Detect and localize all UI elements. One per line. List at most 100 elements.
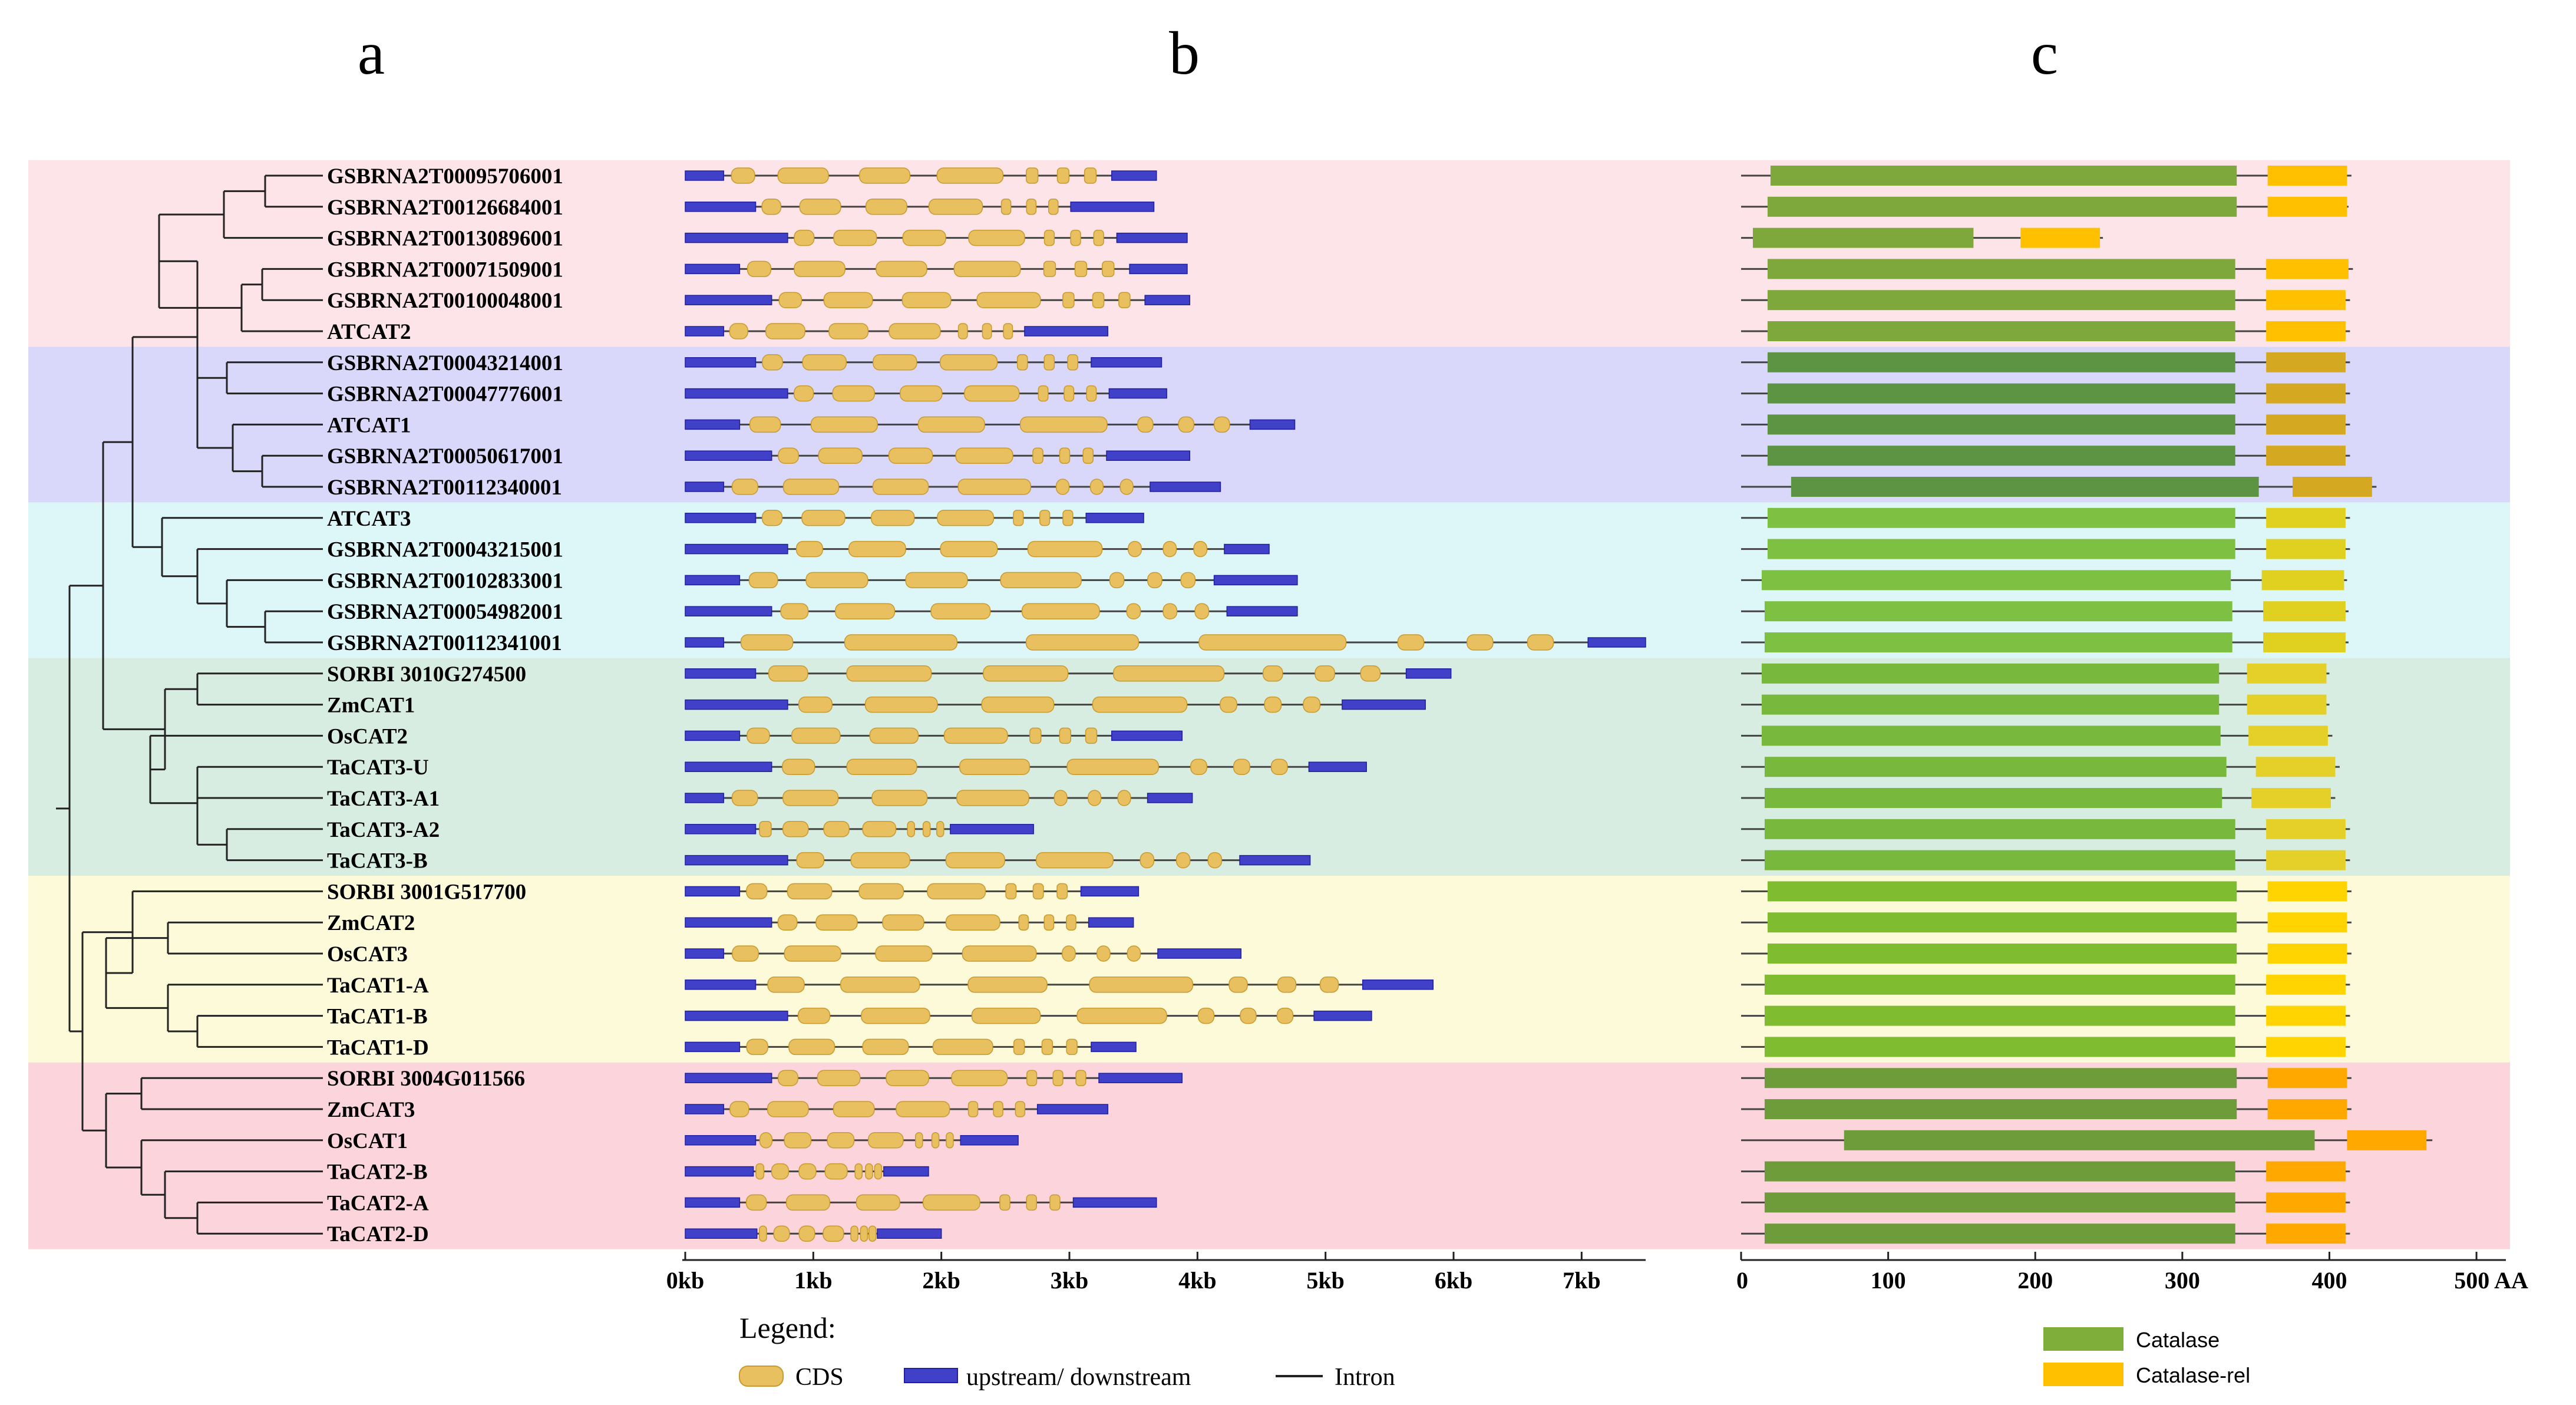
legend-utr-label: upstream/ downstream — [966, 1364, 1191, 1391]
cds-exon — [1102, 260, 1115, 278]
cds-exon — [923, 1194, 980, 1211]
cds-exon — [1049, 1194, 1061, 1211]
cds-exon — [1000, 199, 1012, 215]
cds-exon — [1276, 1007, 1294, 1024]
gene-label-gsbrna2t00050617001: GSBRNA2T00050617001 — [327, 444, 563, 469]
cds-exon — [1070, 229, 1081, 246]
catalase-rel-domain — [2266, 539, 2346, 559]
phylogenetic-tree — [56, 174, 323, 1235]
protein-gsbrna2t00095706001 — [1741, 166, 2352, 186]
upstream-region — [685, 637, 724, 648]
catalase-rel-domain — [2267, 912, 2347, 933]
downstream-region — [1249, 419, 1296, 430]
gene-structure-gsbrna2t00071509001 — [685, 260, 1188, 278]
cds-exon — [1262, 665, 1283, 682]
gene-structure-atcat2 — [685, 323, 1108, 339]
downstream-region — [1129, 263, 1188, 275]
protein-gsbrna2t00054982001 — [1741, 601, 2349, 622]
gene-structure-sorbi-3010g274500 — [685, 665, 1452, 682]
catalase-rel-domain — [2266, 259, 2349, 279]
cds-exon — [823, 1225, 844, 1242]
upstream-region — [685, 1010, 788, 1021]
gene-structure-gsbrna2t00054982001 — [685, 603, 1298, 619]
cds-exon — [951, 1070, 1008, 1086]
cds-exon — [1029, 727, 1042, 744]
protein-tacat3-a2 — [1741, 819, 2350, 839]
cds-exon — [1062, 510, 1074, 526]
cds-exon — [856, 1194, 900, 1211]
cds-exon — [1089, 479, 1104, 495]
cds-exon — [858, 883, 904, 900]
cds-exon — [832, 385, 875, 402]
cds-exon — [1147, 572, 1162, 589]
cds-exon — [932, 1038, 993, 1056]
cds-exon — [798, 696, 833, 713]
protein-tacat3-b — [1741, 850, 2350, 870]
cds-exon — [1039, 510, 1051, 526]
cds-exon — [1018, 914, 1029, 931]
catalase-domain — [1767, 881, 2237, 902]
gene-label-atcat2: ATCAT2 — [327, 320, 411, 344]
gene-structure-tacat3-a1 — [685, 790, 1193, 806]
gene-structure-tacat3-a2 — [685, 821, 1034, 837]
downstream-region — [1098, 1073, 1183, 1083]
axis-b-tick-label: 3kb — [1051, 1267, 1089, 1294]
catalase-domain — [1767, 321, 2235, 341]
cds-exon — [901, 292, 952, 308]
cds-exon — [1109, 572, 1125, 589]
cds-exon — [1026, 1194, 1037, 1211]
gene-label-oscat1: OsCAT1 — [327, 1129, 408, 1153]
cds-exon — [1467, 634, 1494, 651]
upstream-region — [685, 1041, 741, 1053]
gene-structure-atcat3 — [685, 510, 1144, 526]
downstream-region — [1239, 855, 1311, 866]
protein-gsbrna2t00047776001 — [1741, 383, 2350, 404]
axis-c: 0 100 200 300 400 500 AA — [1736, 1252, 2528, 1294]
cds-exon — [823, 292, 873, 308]
protein-gsbrna2t00112341001 — [1741, 632, 2349, 652]
legend-catalase-swatch — [2043, 1327, 2123, 1351]
cds-exon — [1233, 758, 1250, 775]
gene-structure-tacat1-d — [685, 1038, 1137, 1056]
protein-tacat2-a — [1741, 1192, 2350, 1213]
cds-exon — [1032, 447, 1043, 464]
downstream-region — [1405, 668, 1452, 679]
gene-label-sorbi-3010g274500: SORBI 3010G274500 — [327, 662, 526, 687]
gene-structure-tacat3-b — [685, 852, 1311, 869]
cds-exon — [846, 758, 917, 775]
cds-exon — [862, 821, 897, 837]
cds-exon — [943, 727, 1008, 744]
cds-exon — [840, 977, 920, 993]
cds-exon — [805, 572, 868, 589]
axis-b-tick-label: 4kb — [1178, 1267, 1217, 1294]
downstream-region — [1036, 1104, 1108, 1114]
cds-exon — [968, 229, 1025, 246]
catalase-domain — [1767, 507, 2235, 528]
cds-exon — [873, 354, 917, 371]
upstream-region — [685, 388, 788, 399]
upstream-region — [685, 730, 741, 741]
catalase-domain — [1767, 944, 2237, 964]
catalase-domain — [1764, 1223, 2235, 1244]
catalase-rel-domain — [2266, 352, 2346, 372]
downstream-region — [1080, 886, 1140, 897]
cds-exon — [936, 167, 1004, 184]
catalase-domain — [1761, 725, 2221, 746]
cds-exon — [762, 354, 783, 371]
catalase-rel-domain — [2263, 601, 2346, 622]
protein-atcat3 — [1741, 507, 2350, 528]
upstream-region — [685, 481, 724, 492]
cds-exon — [1190, 758, 1207, 775]
gene-structure-gsbrna2t00112341001 — [685, 634, 1646, 651]
axis-b-tick-label: 7kb — [1563, 1267, 1601, 1294]
cds-exon — [782, 758, 815, 775]
protein-tacat2-b — [1741, 1161, 2350, 1182]
cds-exon — [777, 167, 829, 184]
panel-label-c: c — [2031, 19, 2058, 87]
upstream-region — [685, 326, 724, 337]
cds-exon — [815, 914, 858, 931]
upstream-region — [685, 543, 788, 555]
cds-exon — [771, 1163, 790, 1180]
axis-b-tick-label: 2kb — [922, 1267, 960, 1294]
catalase-rel-domain — [2266, 414, 2346, 435]
